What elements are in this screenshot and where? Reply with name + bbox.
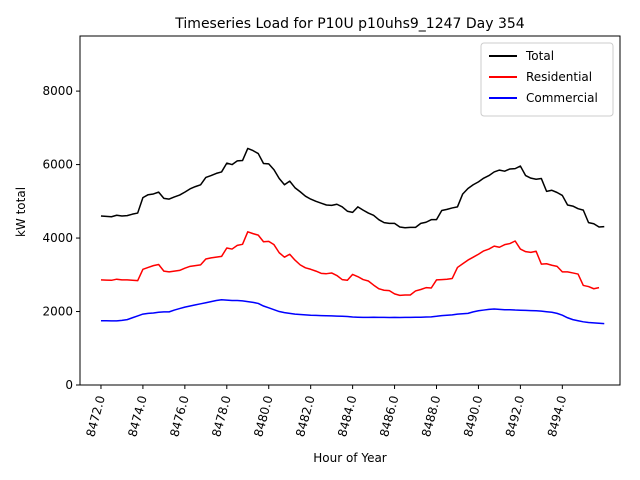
y-tick-label: 8000	[42, 84, 73, 98]
y-tick-label: 0	[65, 378, 73, 392]
x-tick-label: 8494.0	[545, 394, 569, 438]
legend-label-commercial: Commercial	[526, 91, 598, 105]
x-tick-label: 8486.0	[377, 394, 401, 438]
x-tick-label: 8482.0	[293, 394, 317, 438]
series-line-total	[100, 147, 605, 229]
legend-label-residential: Residential	[526, 70, 592, 84]
x-axis-label: Hour of Year	[313, 451, 387, 465]
plot-area	[100, 147, 605, 325]
y-axis-label: kW total	[14, 187, 28, 237]
x-tick-label: 8476.0	[167, 394, 191, 438]
x-tick-label: 8488.0	[419, 394, 443, 438]
plot-frame	[79, 35, 621, 386]
x-axis: 8472.0 8474.0 8476.0 8478.0 8480.0 8482.0 8484…	[83, 385, 569, 438]
y-tick-label: 2000	[42, 305, 73, 319]
chart-title: Timeseries Load for P10U p10uhs9_1247 Da…	[174, 16, 524, 32]
x-tick-label: 8492.0	[503, 394, 527, 438]
x-tick-label: 8490.0	[461, 394, 485, 438]
series-line-residential	[100, 231, 600, 297]
y-axis: 0 2000 4000 6000 8000	[42, 84, 80, 392]
x-tick-label: 8480.0	[251, 394, 275, 438]
x-tick-label: 8478.0	[209, 394, 233, 438]
y-tick-label: 6000	[42, 158, 73, 172]
x-tick-label: 8474.0	[125, 394, 149, 438]
series-line-commercial	[100, 299, 605, 325]
legend: Total Residential Commercial	[480, 42, 614, 117]
y-tick-label: 4000	[42, 231, 73, 245]
x-tick-label: 8484.0	[335, 394, 359, 438]
x-tick-label: 8472.0	[83, 394, 107, 438]
legend-label-total: Total	[525, 49, 554, 63]
